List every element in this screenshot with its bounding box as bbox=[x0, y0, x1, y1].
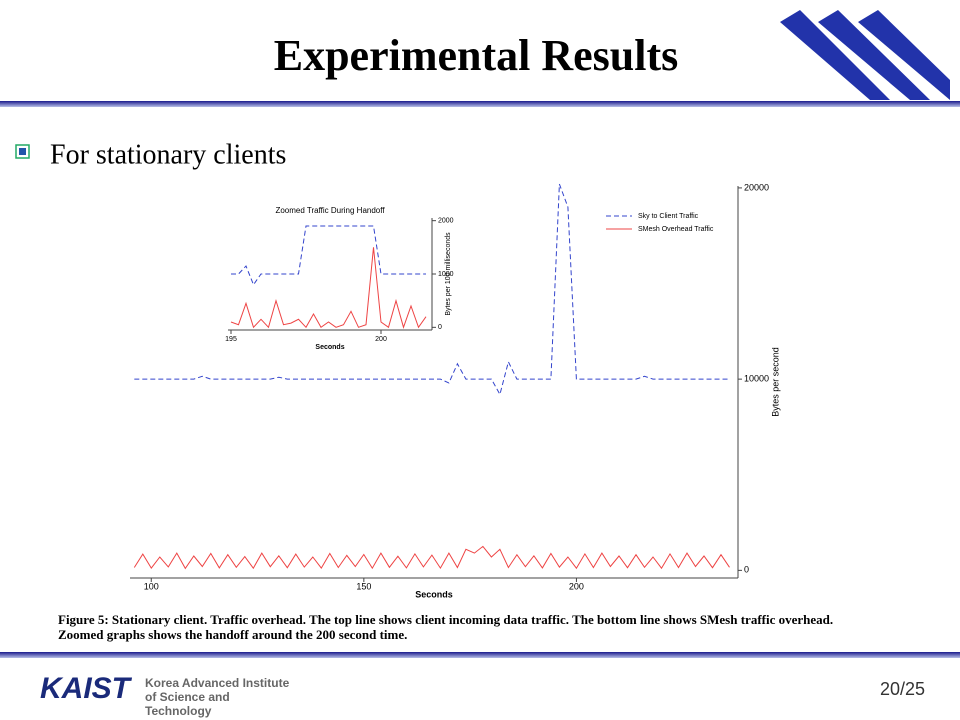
y-tick-label: 2000 bbox=[438, 218, 454, 225]
legend-label: Sky to Client Traffic bbox=[638, 213, 699, 220]
x-tick-label: 100 bbox=[144, 581, 159, 591]
series-line bbox=[133, 545, 730, 570]
x-tick-label: 195 bbox=[225, 336, 237, 343]
y-tick-label: 0 bbox=[744, 565, 749, 575]
y-tick-label: 20000 bbox=[744, 182, 769, 192]
bullet-icon-inner bbox=[19, 148, 26, 155]
x-tick-label: 200 bbox=[569, 581, 584, 591]
x-tick-label: 200 bbox=[375, 336, 387, 343]
bottom-band bbox=[0, 652, 960, 658]
series-line bbox=[134, 183, 730, 396]
page-number: 20/25 bbox=[880, 679, 925, 699]
series-line bbox=[230, 247, 427, 329]
logo: KAIST bbox=[40, 672, 133, 705]
bullet-text: For stationary clients bbox=[50, 139, 286, 170]
x-axis-label: Seconds bbox=[315, 344, 344, 351]
x-tick-label: 150 bbox=[356, 581, 371, 591]
x-axis-label: Seconds bbox=[415, 589, 453, 599]
y-tick-label: 1000 bbox=[438, 271, 454, 278]
figure-background bbox=[128, 184, 788, 604]
series-line bbox=[231, 225, 426, 286]
y-axis-label: Bytes per second bbox=[770, 347, 780, 417]
slide-title: Experimental Results bbox=[274, 31, 679, 80]
corner-stripes bbox=[780, 10, 950, 100]
y-tick-label: 0 bbox=[438, 324, 442, 331]
y-axis-label: Bytes per 100 milliseconds bbox=[445, 232, 452, 316]
chart-title: Zoomed Traffic During Handoff bbox=[275, 206, 385, 215]
bullet-icon bbox=[15, 144, 30, 159]
institute-name: Korea Advanced Institute of Science and … bbox=[145, 676, 290, 718]
top-band bbox=[0, 101, 960, 107]
legend-label: SMesh Overhead Traffic bbox=[638, 226, 714, 233]
figure-caption: Figure 5: Stationary client. Traffic ove… bbox=[58, 612, 834, 642]
y-tick-label: 10000 bbox=[744, 374, 769, 384]
